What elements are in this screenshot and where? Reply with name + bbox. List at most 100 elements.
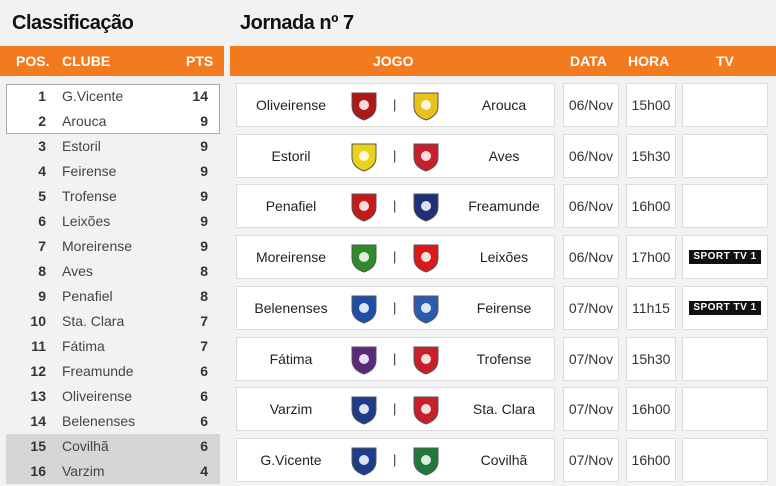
standings-row: 1 G.Vicente 14 xyxy=(6,84,220,109)
sport-tv-logo: SPORT TV 1 xyxy=(689,301,761,315)
fixture-row[interactable]: Belenenses | Feirense xyxy=(236,286,555,330)
header-game: JOGO xyxy=(373,53,414,69)
standings-club: G.Vicente xyxy=(62,88,124,104)
home-team: Moreirense xyxy=(255,249,327,265)
standings-title: Classificação xyxy=(12,12,134,34)
standings-row: 8 Aves 8 xyxy=(6,259,220,284)
fixture-tv xyxy=(682,387,768,431)
standings-pos: 1 xyxy=(38,88,46,104)
standings-row: 7 Moreirense 9 xyxy=(6,234,220,259)
fixture-hour: 11h15 xyxy=(626,286,676,330)
standings-row: 10 Sta. Clara 7 xyxy=(6,309,220,334)
home-team: Oliveirense xyxy=(255,97,327,113)
away-team: Freamunde xyxy=(468,198,540,214)
fixture-tv: SPORT TV 1 xyxy=(682,286,768,330)
standings-pos: 12 xyxy=(30,363,46,379)
standings-row: 16 Varzim 4 xyxy=(6,459,220,484)
standings-row: 9 Penafiel 8 xyxy=(6,284,220,309)
away-crest-icon xyxy=(413,295,439,324)
versus-separator: | xyxy=(393,401,397,416)
standings-pts: 7 xyxy=(200,313,208,329)
fixture-row[interactable]: Oliveirense | Arouca xyxy=(236,83,555,127)
fixture-tv: SPORT TV 1 xyxy=(682,235,768,279)
standings-club: Aves xyxy=(62,263,93,279)
standings-pts: 14 xyxy=(192,88,208,104)
standings-row: 15 Covilhã 6 xyxy=(6,434,220,459)
versus-separator: | xyxy=(393,351,397,366)
versus-separator: | xyxy=(393,300,397,315)
fixture-date: 06/Nov xyxy=(563,83,619,127)
away-crest-icon xyxy=(413,92,439,121)
standings-header: POS. CLUBE PTS xyxy=(0,46,224,76)
fixture-row[interactable]: Penafiel | Freamunde xyxy=(236,184,555,228)
fixture-row[interactable]: G.Vicente | Covilhã xyxy=(236,438,555,482)
standings-pos: 6 xyxy=(38,213,46,229)
home-crest-icon xyxy=(351,396,377,425)
fixture-row[interactable]: Estoril | Aves xyxy=(236,134,555,178)
fixture-date: 06/Nov xyxy=(563,134,619,178)
standings-club: Moreirense xyxy=(62,238,133,254)
leaders-highlight xyxy=(6,84,220,134)
standings-club: Trofense xyxy=(62,188,117,204)
header-club: CLUBE xyxy=(62,53,111,69)
fixture-row[interactable]: Fátima | Trofense xyxy=(236,337,555,381)
standings-pos: 15 xyxy=(30,438,46,454)
away-crest-icon xyxy=(413,346,439,375)
header-tv: TV xyxy=(716,53,734,69)
home-crest-icon xyxy=(351,346,377,375)
standings-pos: 16 xyxy=(30,463,46,479)
away-crest-icon xyxy=(413,447,439,476)
standings-pts: 9 xyxy=(200,213,208,229)
fixture-date: 06/Nov xyxy=(563,184,619,228)
standings-club: Varzim xyxy=(62,463,105,479)
fixture-date: 06/Nov xyxy=(563,235,619,279)
away-crest-icon xyxy=(413,396,439,425)
standings-club: Fátima xyxy=(62,338,105,354)
standings-pts: 9 xyxy=(200,138,208,154)
standings-pos: 5 xyxy=(38,188,46,204)
fixture-hour: 16h00 xyxy=(626,387,676,431)
header-hour: HORA xyxy=(628,53,670,69)
fixture-hour: 17h00 xyxy=(626,235,676,279)
standings-pts: 9 xyxy=(200,163,208,179)
fixture-hour: 15h00 xyxy=(626,83,676,127)
fixture-date: 07/Nov xyxy=(563,337,619,381)
away-team: Covilhã xyxy=(480,452,528,468)
versus-separator: | xyxy=(393,148,397,163)
fixture-date: 07/Nov xyxy=(563,286,619,330)
away-crest-icon xyxy=(413,244,439,273)
standings-pos: 9 xyxy=(38,288,46,304)
standings-pos: 11 xyxy=(31,338,46,354)
standings-row: 6 Leixões 9 xyxy=(6,209,220,234)
standings-pts: 8 xyxy=(200,288,208,304)
fixture-row[interactable]: Moreirense | Leixões xyxy=(236,235,555,279)
fixtures-title: Jornada nº 7 xyxy=(240,12,354,34)
home-team: Fátima xyxy=(269,351,313,367)
standings-row: 12 Freamunde 6 xyxy=(6,359,220,384)
away-crest-icon xyxy=(413,193,439,222)
standings-club: Leixões xyxy=(62,213,111,229)
standings-pos: 7 xyxy=(38,238,46,254)
standings-row: 4 Feirense 9 xyxy=(6,159,220,184)
home-crest-icon xyxy=(351,447,377,476)
versus-separator: | xyxy=(393,97,397,112)
fixtures-header: JOGO DATA HORA TV xyxy=(230,46,776,76)
fixture-tv xyxy=(682,337,768,381)
standings-club: Estoril xyxy=(62,138,101,154)
standings-pts: 8 xyxy=(200,263,208,279)
header-date: DATA xyxy=(570,53,607,69)
home-crest-icon xyxy=(351,295,377,324)
fixture-hour: 15h30 xyxy=(626,337,676,381)
away-team: Trofense xyxy=(476,351,532,367)
away-crest-icon xyxy=(413,143,439,172)
sport-tv-logo: SPORT TV 1 xyxy=(689,250,761,264)
fixture-hour: 16h00 xyxy=(626,438,676,482)
standings-pts: 7 xyxy=(200,338,208,354)
fixture-hour: 16h00 xyxy=(626,184,676,228)
standings-row: 2 Arouca 9 xyxy=(6,109,220,134)
standings-table: 1 G.Vicente 14 2 Arouca 9 3 Estoril 9 4 Feirense 9 5… xyxy=(6,84,220,484)
fixture-row[interactable]: Varzim | Sta. Clara xyxy=(236,387,555,431)
standings-pts: 6 xyxy=(200,388,208,404)
standings-pos: 2 xyxy=(38,113,46,129)
standings-club: Belenenses xyxy=(62,413,136,429)
